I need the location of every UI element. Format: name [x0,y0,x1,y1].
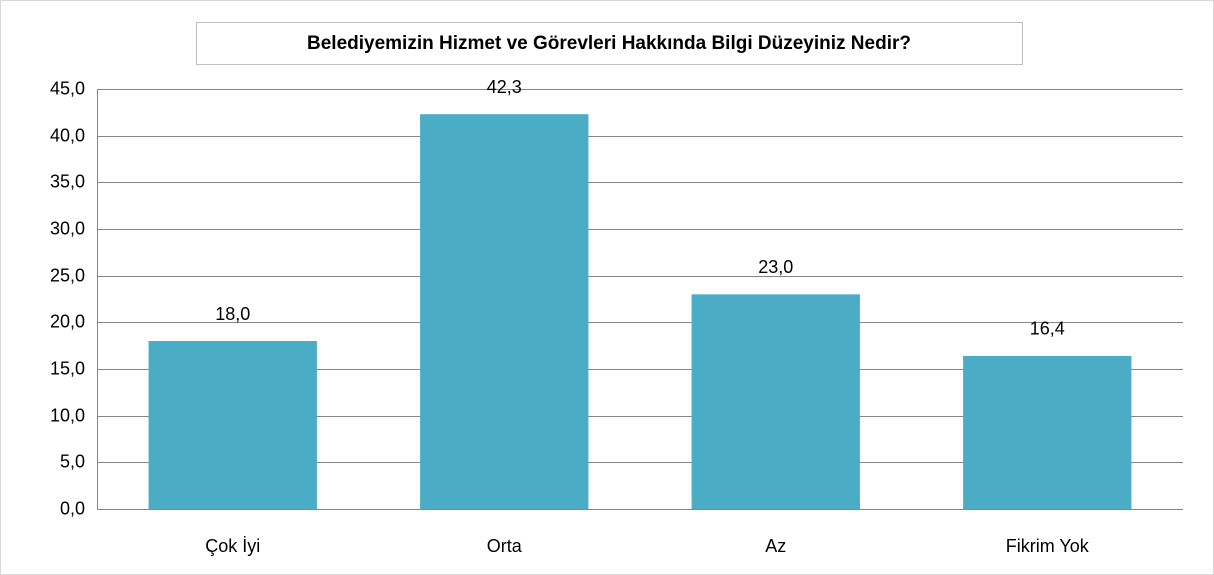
x-tick-label: Orta [487,536,523,556]
y-tick-label: 0,0 [60,498,85,518]
y-tick-label: 25,0 [50,265,85,285]
bar [148,341,317,509]
y-tick-label: 10,0 [50,405,85,425]
y-tick-label: 40,0 [50,125,85,145]
data-label: 16,4 [1030,319,1065,339]
y-tick-label: 20,0 [50,311,85,331]
bar [420,114,589,509]
chart-title: Belediyemizin Hizmet ve Görevleri Hakkın… [307,33,911,54]
data-label: 23,0 [758,257,793,277]
y-tick-label: 30,0 [50,218,85,238]
bar [963,355,1132,509]
y-tick-label: 45,0 [50,78,85,98]
y-tick-label: 5,0 [60,451,85,471]
x-tick-label: Çok İyi [205,536,260,556]
y-tick-label: 15,0 [50,358,85,378]
y-tick-label: 35,0 [50,171,85,191]
bar [691,294,860,509]
x-tick-label: Az [765,536,786,556]
data-label: 42,3 [487,77,522,97]
title-box [196,22,1023,65]
data-label: 18,0 [215,304,250,324]
x-tick-label: Fikrim Yok [1006,536,1090,556]
